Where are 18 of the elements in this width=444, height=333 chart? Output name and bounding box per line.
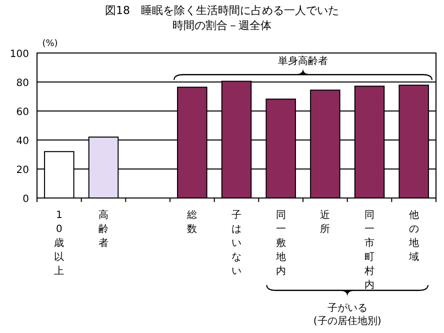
y-tick-label: 20 <box>16 165 29 176</box>
y-axis-title: (%) <box>42 39 58 49</box>
x-tick-label: 同一敷地内 <box>274 210 286 277</box>
x-tick-label: 子はいない <box>232 210 242 277</box>
x-tick-label: 同一市町村内 <box>364 210 374 291</box>
annotation: 単身高齢者 <box>278 55 328 67</box>
y-tick-label: 0 <box>22 194 29 205</box>
x-tick-label: 他の地域 <box>408 209 419 263</box>
x-tick-label: 高齢者 <box>98 209 108 249</box>
y-tick-label: 60 <box>16 107 29 118</box>
x-tick-label: 10歳以上 <box>54 210 64 277</box>
y-tick-label: 80 <box>16 78 29 89</box>
chart-title: 図18 睡眠を除く生活時間に占める一人でいた時間の割合－週全体 <box>105 4 339 32</box>
y-tick-label: 40 <box>16 136 29 147</box>
x-tick-label: 総数 <box>186 209 198 235</box>
y-tick-label: 100 <box>10 49 29 60</box>
text: 子がいる (子の居住地別) <box>313 303 382 327</box>
x-tick-label: 近所 <box>320 209 330 235</box>
